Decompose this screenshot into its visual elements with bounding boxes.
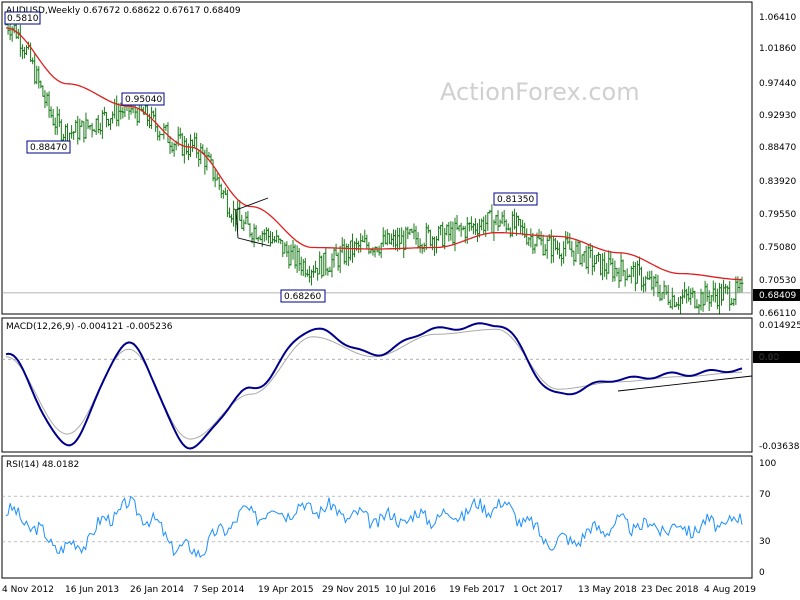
macd-y-tick: 0.00 (759, 353, 779, 363)
macd-y-tick: -0.036389 (759, 442, 800, 452)
x-tick-label: 10 Jul 2016 (385, 585, 436, 595)
x-tick-label: 4 Aug 2019 (704, 585, 756, 595)
rsi-y-tick: 0 (759, 568, 765, 578)
y-tick-label: 0.97440 (759, 79, 796, 89)
macd-zero-label: 0.00 (759, 353, 779, 363)
macd-line (5, 322, 743, 450)
current-price-label: 0.68409 (759, 291, 796, 301)
y-tick-label: 0.70530 (759, 276, 796, 286)
x-tick-label: 29 Nov 2015 (322, 585, 380, 595)
macd-zero-box (753, 351, 800, 363)
price-header: AUDUSD,Weekly 0.67672 0.68622 0.67617 0.… (6, 6, 241, 16)
x-tick-label: 4 Nov 2012 (2, 585, 54, 595)
x-tick-label: 1 Oct 2017 (513, 585, 563, 595)
current-price-box (753, 289, 800, 301)
macd-panel (1, 317, 753, 453)
price-plot (2, 19, 752, 315)
price-y-axis: 1.06410 1.01860 0.97440 0.92930 0.88470 … (759, 13, 796, 319)
y-tick-label: 0.92930 (759, 111, 796, 121)
annotation-box (121, 92, 165, 106)
macd-trendline (617, 375, 753, 392)
y-tick-label: 0.88470 (759, 143, 796, 153)
annotation-box (280, 289, 326, 303)
x-tick-label: 13 May 2018 (578, 585, 637, 595)
annotation-label: 0.81350 (497, 195, 534, 205)
x-tick-label: 7 Sep 2014 (193, 585, 245, 595)
watermark: ActionForex.com (440, 78, 640, 106)
x-axis: 4 Nov 2012 16 Jun 2013 26 Jan 2014 7 Sep… (2, 585, 756, 595)
x-tick-label: 19 Apr 2015 (258, 585, 314, 595)
macd-y-tick: 0.014925 (759, 321, 800, 331)
x-tick-label: 16 Jun 2013 (65, 585, 119, 595)
annotation-box (26, 140, 71, 154)
annotation-label: 0.68260 (284, 292, 321, 302)
y-tick-label: 1.01860 (759, 44, 796, 54)
rsi-y-tick: 100 (759, 459, 776, 469)
y-tick-label: 0.79550 (759, 210, 796, 220)
macd-signal-line (5, 328, 742, 440)
rsi-header: RSI(14) 48.0182 (6, 460, 79, 470)
x-tick-label: 23 Dec 2018 (641, 585, 699, 595)
annotation-box (493, 192, 538, 206)
triangle-pattern (235, 197, 271, 247)
macd-header: MACD(12,26,9) -0.004121 -0.005236 (6, 322, 173, 332)
x-tick-label: 26 Jan 2014 (130, 585, 184, 595)
y-tick-label: 0.83920 (759, 177, 796, 187)
annotation-box (4, 11, 41, 25)
rsi-y-tick: 30 (759, 537, 771, 547)
price-panel (1, 1, 753, 315)
macd-plot (2, 322, 753, 450)
rsi-line (5, 495, 743, 559)
moving-average-line (5, 27, 743, 281)
rsi-plot (2, 495, 752, 559)
rsi-y-tick: 70 (759, 490, 771, 500)
annotation-label: 0.88470 (30, 143, 67, 153)
y-tick-label: 0.75080 (759, 243, 796, 253)
price-annotations: 0.5810 0.88470 0.95040 0.81350 0.68260 (4, 11, 538, 303)
rsi-panel (1, 455, 753, 579)
annotation-label: 0.5810 (7, 14, 39, 24)
y-tick-label: 0.66110 (759, 309, 796, 319)
y-tick-label: 1.06410 (759, 13, 796, 23)
annotation-label: 0.95040 (125, 95, 162, 105)
x-tick-label: 19 Feb 2017 (449, 585, 505, 595)
